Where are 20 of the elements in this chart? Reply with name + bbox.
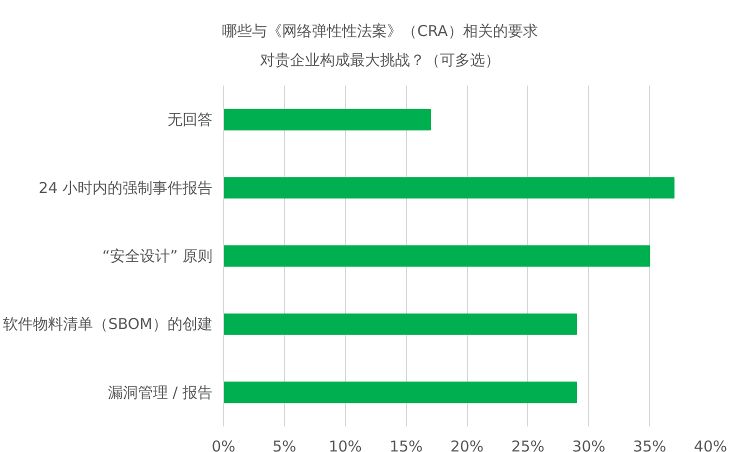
chart-title: 哪些与《网络弹性性法案》（CRA）相关的要求对贵企业构成最大挑战？（可多选）: [222, 21, 538, 70]
x-tick-label: 5%: [272, 438, 296, 452]
y-tick-label: 无回答: [168, 110, 212, 129]
x-tick-label: 30%: [572, 438, 606, 452]
x-tick-label: 25%: [511, 438, 545, 452]
x-tick-label: 10%: [328, 438, 362, 452]
y-tick-label: 漏洞管理 / 报告: [108, 383, 213, 402]
bar: [224, 382, 578, 404]
x-tick-label: 35%: [632, 438, 666, 452]
x-tick-label: 40%: [694, 438, 728, 452]
y-tick-label: 24 小时内的强制事件报告: [38, 178, 213, 197]
x-tick-label: 20%: [450, 438, 484, 452]
x-tick-label: 15%: [389, 438, 423, 452]
bar: [224, 177, 674, 199]
bar: [224, 313, 578, 335]
x-tick-label: 0%: [212, 438, 236, 452]
y-tick-label: 软件物料清单（SBOM）的创建: [3, 315, 212, 334]
bar: [224, 108, 431, 130]
bar: [224, 245, 650, 267]
y-tick-label: “安全设计” 原则: [102, 247, 212, 265]
